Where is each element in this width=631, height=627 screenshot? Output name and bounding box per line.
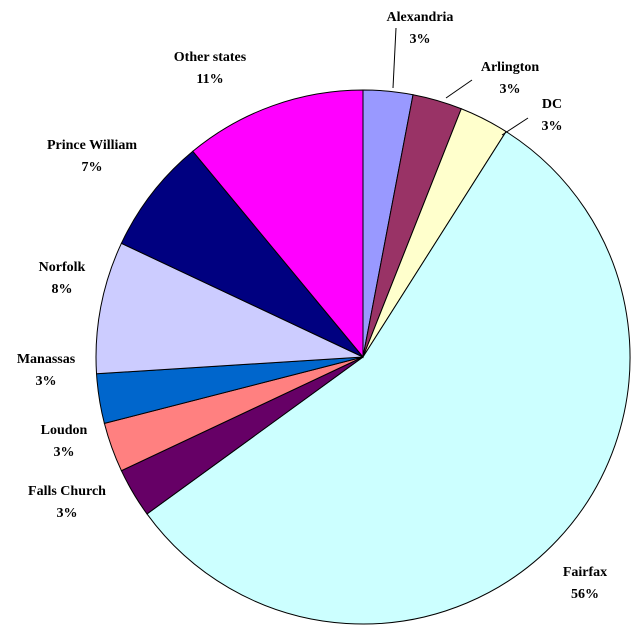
leader-line xyxy=(392,27,397,89)
value-label: 3% xyxy=(542,119,563,134)
slice-label: Fairfax xyxy=(563,565,607,580)
slice-label: Alexandria xyxy=(387,10,454,25)
value-label: 56% xyxy=(571,587,599,602)
value-label: 3% xyxy=(410,32,431,47)
slice-label: Manassas xyxy=(17,352,76,367)
labels: Alexandria 3% Arlington 3% DC 3% Fairfax 56% Fal… xyxy=(17,10,607,602)
slice xyxy=(95,242,364,375)
slice xyxy=(192,89,364,359)
value-label: 8% xyxy=(52,282,73,297)
slice xyxy=(120,150,364,358)
value-label: 3% xyxy=(54,445,75,460)
pie xyxy=(95,89,631,625)
value-label: 3% xyxy=(57,506,78,521)
slice-label: Falls Church xyxy=(28,484,106,499)
value-label: 7% xyxy=(82,160,103,175)
slice-label: Other states xyxy=(174,50,247,65)
slice-label: Loudon xyxy=(41,423,88,438)
leader-line xyxy=(445,79,473,99)
value-label: 3% xyxy=(36,374,57,389)
leader-line xyxy=(501,117,529,136)
slice-label: Arlington xyxy=(481,60,540,75)
slice-label: Norfolk xyxy=(39,260,86,275)
value-label: 3% xyxy=(500,82,521,97)
slice-label: DC xyxy=(542,97,562,112)
slice-label: Prince William xyxy=(47,138,137,153)
slice xyxy=(146,130,631,625)
value-label: 11% xyxy=(196,72,223,87)
